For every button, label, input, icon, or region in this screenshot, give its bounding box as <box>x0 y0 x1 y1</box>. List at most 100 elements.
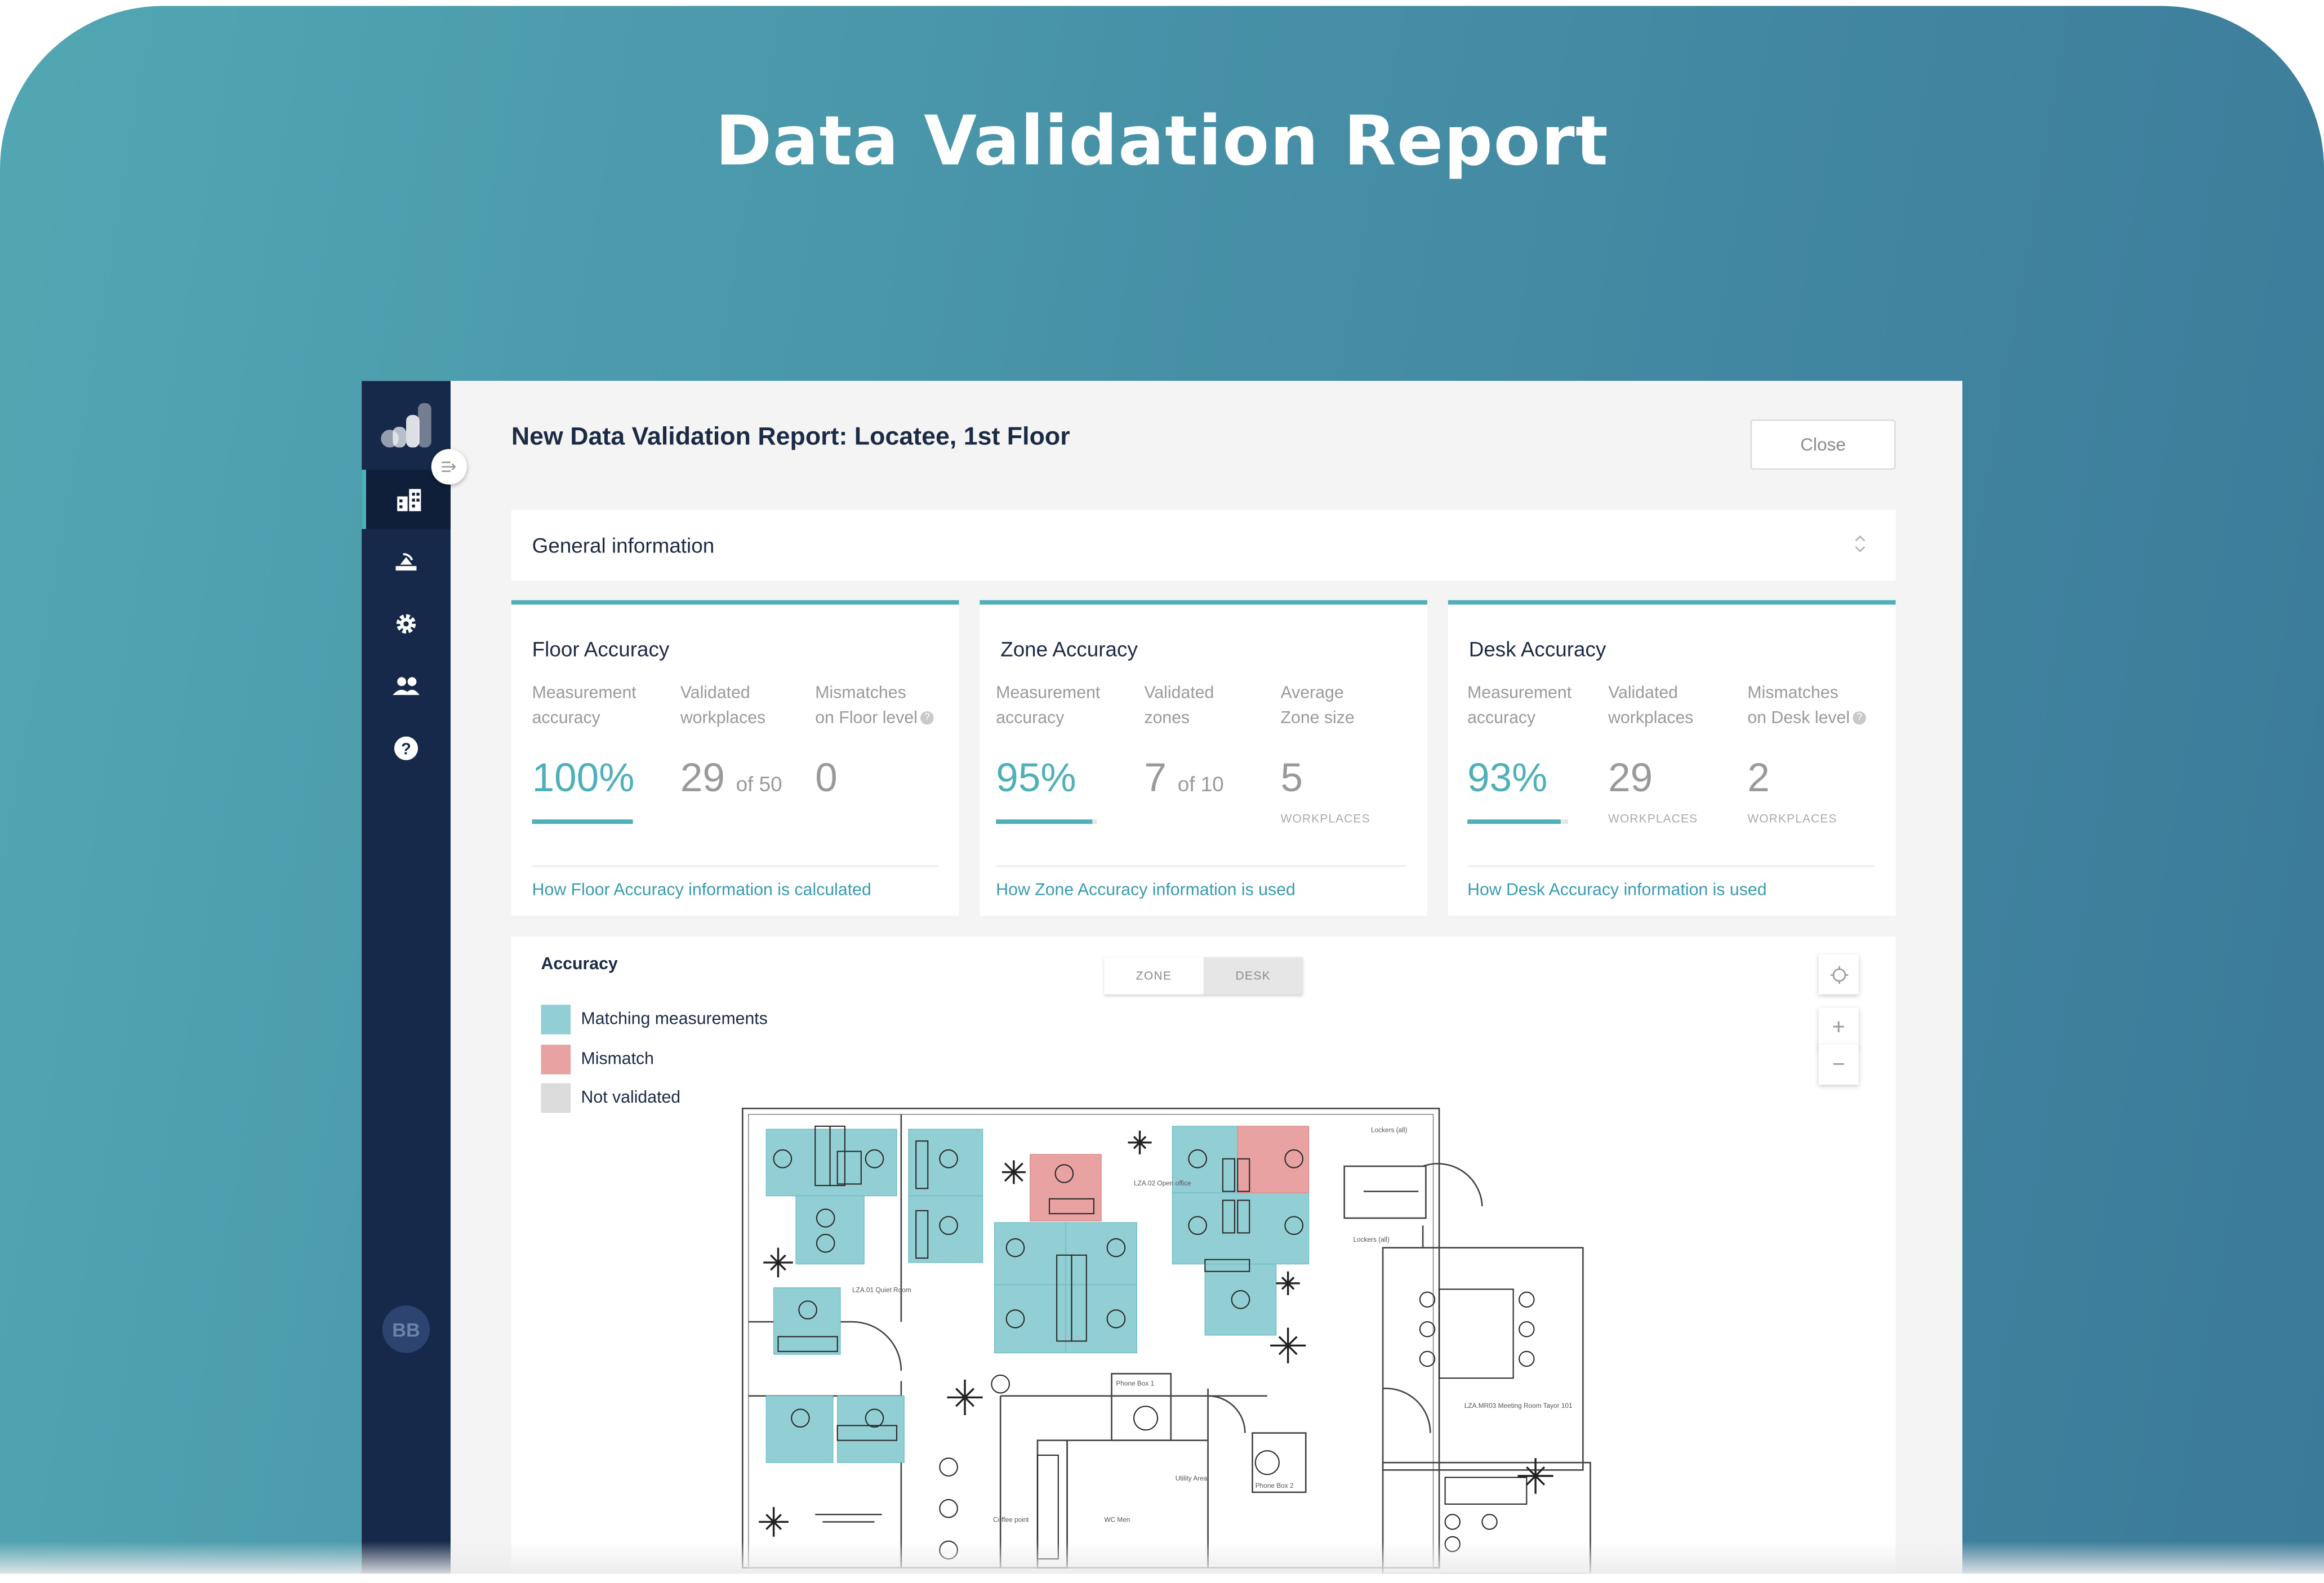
room-label-lockers-b: Lockers (all) <box>1353 1236 1389 1243</box>
general-information-label: General information <box>532 533 715 558</box>
room-label-utility: Utility Area <box>1176 1474 1208 1482</box>
card-title: Desk Accuracy <box>1468 637 1606 661</box>
sidebar-item-settings[interactable] <box>362 594 451 653</box>
validated-zones-value: 7 of 10 <box>1144 756 1224 800</box>
svg-text:?: ? <box>401 740 411 758</box>
validated-workplaces-value: 29 of 50 <box>680 756 782 800</box>
floor-accuracy-help-link[interactable]: How Floor Accuracy information is calcul… <box>532 881 871 900</box>
floor-mismatches-value: 0 <box>815 756 838 800</box>
floor-plan: LZA.02 Open office LZA.01 Quiet Room Loc… <box>742 1107 1591 1574</box>
desk-accuracy-value: 93% <box>1467 756 1548 800</box>
progress-fill <box>532 819 633 824</box>
toggle-zone[interactable]: ZONE <box>1104 957 1204 995</box>
card-title: Zone Accuracy <box>1000 637 1138 661</box>
metric-label: Measurement accuracy <box>996 684 1101 728</box>
chairs <box>773 1149 1535 1560</box>
toggle-desk[interactable]: DESK <box>1203 957 1303 995</box>
sensor-icon <box>395 553 417 571</box>
metric-label: Measurement accuracy <box>532 684 636 728</box>
legend-label: Not validated <box>581 1089 681 1107</box>
close-button[interactable]: Close <box>1750 419 1896 470</box>
help-icon: ? <box>394 736 419 760</box>
room-label-coffee: Coffee point <box>993 1515 1029 1523</box>
floor-accuracy-card: Floor Accuracy Measurement accuracy Valid… <box>511 600 959 916</box>
room-label-phone-box-1: Phone Box 1 <box>1116 1379 1154 1387</box>
info-icon[interactable]: ? <box>920 712 934 725</box>
hero-title: Data Validation Report <box>715 100 1609 181</box>
building-report-icon <box>396 489 421 511</box>
room-label-lockers-a: Lockers (all) <box>1371 1126 1407 1134</box>
desk-mismatches-value: 2 <box>1747 756 1770 800</box>
room-label-wc: WC Men <box>1104 1515 1130 1523</box>
zone-accuracy-card: Zone Accuracy Measurement accuracy Valida… <box>980 600 1428 916</box>
sidebar-item-reports[interactable] <box>362 470 451 529</box>
legend-item-not-validated: Not validated <box>541 1083 680 1113</box>
legend-swatch <box>541 1083 571 1113</box>
sidebar-collapse-button[interactable] <box>431 449 467 485</box>
app-logo <box>381 403 431 448</box>
metric-label: Mismatches on Floor level? <box>815 681 934 732</box>
room-label-open-office: LZA.02 Open office <box>1134 1179 1191 1187</box>
unit-label: WORKPLACES <box>1747 812 1837 826</box>
accuracy-map-panel: Accuracy Matching measurements Mismatch … <box>511 937 1896 1574</box>
divider <box>1467 865 1875 867</box>
room-label-quiet-room: LZA.01 Quiet Room <box>852 1286 911 1294</box>
avatar[interactable]: BB <box>382 1305 430 1353</box>
metric-label: Measurement accuracy <box>1467 684 1572 728</box>
room-labels: LZA.02 Open office LZA.01 Quiet Room Loc… <box>852 1126 1573 1523</box>
validated-workplaces-value: 29 <box>1608 756 1653 800</box>
zone-accuracy-help-link[interactable]: How Zone Accuracy information is used <box>996 881 1295 900</box>
locate-button[interactable] <box>1818 954 1859 995</box>
legend-item-mismatch: Mismatch <box>541 1045 654 1074</box>
sidebar: ? BB <box>362 381 451 1574</box>
legend-item-matching: Matching measurements <box>541 1005 768 1034</box>
floor-accuracy-value: 100% <box>532 756 635 800</box>
zone-desk-toggle: ZONE DESK <box>1104 957 1303 995</box>
unit-label: WORKPLACES <box>1608 812 1698 826</box>
collapse-arrow-icon <box>442 461 456 472</box>
legend-swatch <box>541 1005 571 1034</box>
progress-fill <box>996 819 1092 824</box>
plants <box>759 1130 1553 1537</box>
bottom-fade <box>0 1541 2324 1574</box>
matching-zones <box>765 1126 1310 1463</box>
chevron-expand-icon[interactable] <box>1854 533 1866 554</box>
metric-label: Mismatches on Desk level? <box>1747 681 1867 732</box>
room-label-phone-box-2: Phone Box 2 <box>1256 1482 1294 1490</box>
legend-label: Matching measurements <box>581 1010 768 1029</box>
legend-label: Mismatch <box>581 1050 654 1069</box>
desk-accuracy-help-link[interactable]: How Desk Accuracy information is used <box>1467 881 1767 900</box>
metric-label: Average Zone size <box>1280 684 1355 728</box>
room-label-meeting-room: LZA.MR03 Meeting Room Tayor 101 <box>1464 1402 1573 1410</box>
unit-label: WORKPLACES <box>1280 812 1370 826</box>
mismatch-zones <box>1030 1126 1310 1221</box>
general-information-section[interactable]: General information <box>511 510 1896 581</box>
zoom-in-button[interactable]: + <box>1818 1007 1859 1048</box>
desk-accuracy-card: Desk Accuracy Measurement accuracy Valida… <box>1448 600 1896 916</box>
page-title: New Data Validation Report: Locatee, 1st… <box>511 422 1070 451</box>
legend-swatch <box>541 1045 571 1074</box>
sidebar-item-users[interactable] <box>362 657 451 716</box>
app-window: ? BB New Data Validation Report: Locatee… <box>362 381 1962 1574</box>
average-zone-size-value: 5 <box>1280 756 1303 800</box>
divider <box>996 865 1407 867</box>
sidebar-item-help[interactable]: ? <box>362 719 451 778</box>
divider <box>532 865 938 867</box>
sidebar-item-sensors[interactable] <box>362 532 451 591</box>
progress-bar <box>1467 819 1569 824</box>
metric-label: Validated workplaces <box>1608 684 1694 728</box>
card-title: Floor Accuracy <box>532 637 670 661</box>
info-icon[interactable]: ? <box>1853 712 1867 725</box>
gear-icon <box>396 614 416 634</box>
metric-label: Validated zones <box>1144 684 1214 728</box>
progress-bar <box>996 819 1097 824</box>
locate-icon <box>1829 965 1848 983</box>
progress-bar <box>532 819 633 824</box>
metric-label: Validated workplaces <box>680 684 766 728</box>
zone-accuracy-value: 95% <box>996 756 1076 800</box>
zoom-out-button[interactable]: − <box>1818 1045 1859 1085</box>
users-icon <box>393 677 420 695</box>
progress-fill <box>1467 819 1561 824</box>
accuracy-title: Accuracy <box>541 956 618 974</box>
